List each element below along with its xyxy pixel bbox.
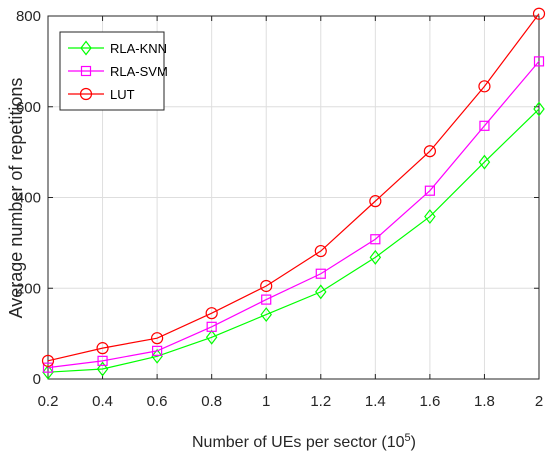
legend-label-lut: LUT [110, 87, 135, 102]
y-axis-title: Average number of repetitions [6, 78, 26, 319]
legend-item-rla-knn: RLA-KNN [68, 40, 167, 56]
data-point-rla-svm [315, 268, 326, 279]
data-point-rla-knn [205, 329, 218, 345]
data-point-rla-knn [369, 249, 382, 265]
x-tick-label: 0.4 [92, 393, 113, 410]
data-point-rla-knn [533, 101, 545, 117]
data-point-lut [41, 354, 55, 367]
data-point-rla-knn [315, 284, 327, 300]
data-point-lut [96, 342, 109, 355]
data-point-lut [151, 332, 164, 345]
y-tick-label: 0 [33, 371, 41, 388]
data-point-lut [423, 145, 436, 158]
legend: RLA-KNN RLA-SVM LUT [59, 31, 168, 111]
legend-item-rla-svm: RLA-SVM [68, 64, 168, 79]
series-layer [41, 7, 546, 380]
y-tick-label: 200 [16, 280, 41, 297]
x-tick-label: 1.6 [419, 393, 440, 410]
y-tick-label: 400 [16, 190, 41, 207]
data-point-rla-svm [261, 294, 272, 305]
data-point-rla-svm [152, 345, 163, 356]
data-point-rla-svm [370, 234, 381, 245]
x-axis-title-main: Number of UEs per sector (10 [192, 434, 405, 451]
data-point-lut [314, 244, 327, 258]
axis-ticks: 0.2 0.4 0.6 0.8 1 1.2 1.4 1.6 1.8 2 0 200 400 600 800 [16, 8, 543, 410]
legend-label-rla-svm: RLA-SVM [110, 64, 168, 79]
legend-label-rla-knn: RLA-KNN [110, 41, 167, 56]
x-axis-title: Number of UEs per sector (105) [192, 432, 416, 451]
data-point-rla-svm [42, 362, 54, 373]
y-tick-label: 600 [16, 99, 41, 116]
series-lut [41, 7, 546, 367]
data-point-rla-knn [260, 307, 272, 323]
series-line-rla-knn [47, 108, 540, 373]
x-axis-title-exponent: 5 [405, 432, 411, 444]
data-point-rla-svm [97, 355, 108, 366]
data-point-rla-knn [96, 361, 109, 377]
data-point-rla-svm [424, 185, 435, 196]
x-tick-label: 1.4 [365, 393, 386, 410]
x-tick-label: 1.2 [310, 393, 331, 410]
series-rla-knn [42, 101, 545, 380]
data-point-rla-knn [424, 209, 436, 225]
x-tick-label: 0.2 [38, 393, 59, 410]
series-rla-svm [42, 56, 545, 373]
data-point-rla-knn [42, 364, 54, 380]
data-point-rla-knn [151, 348, 163, 364]
legend-item-lut: LUT [68, 87, 135, 102]
x-tick-label: 0.8 [201, 393, 222, 410]
x-tick-label: 2 [535, 393, 543, 410]
legend-marker-rla-svm [80, 65, 92, 77]
data-point-lut [205, 307, 218, 320]
data-point-rla-svm [206, 321, 217, 332]
data-point-rla-knn [478, 154, 491, 170]
series-line-lut [47, 13, 540, 362]
legend-marker-rla-knn [80, 40, 92, 56]
x-tick-label: 1 [262, 393, 270, 410]
x-axis-title-suffix: ) [411, 434, 416, 451]
data-point-rla-svm [533, 56, 545, 67]
x-tick-label: 0.6 [147, 393, 168, 410]
legend-marker-lut [79, 87, 93, 101]
y-tick-label: 800 [16, 8, 41, 25]
data-point-lut [260, 279, 273, 293]
data-point-lut [478, 80, 491, 93]
data-point-lut [532, 7, 546, 20]
data-point-rla-svm [479, 120, 490, 131]
series-line-rla-svm [47, 60, 540, 369]
data-point-lut [369, 195, 382, 208]
x-tick-label: 1.8 [474, 393, 495, 410]
